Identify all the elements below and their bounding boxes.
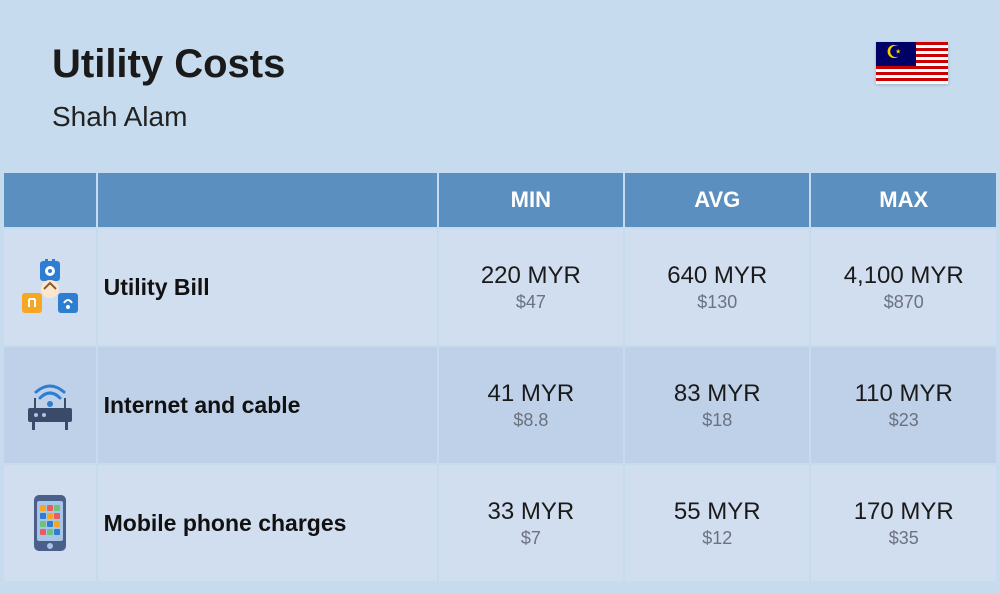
max-primary: 170 MYR	[811, 498, 996, 526]
costs-table: MIN AVG MAX	[0, 171, 1000, 583]
table-row: Utility Bill 220 MYR $47 640 MYR $130 4,…	[4, 229, 996, 345]
header: Utility Costs Shah Alam	[0, 0, 1000, 171]
header-label-col	[98, 173, 437, 227]
avg-secondary: $12	[625, 528, 809, 549]
internet-icon	[20, 378, 80, 432]
min-secondary: $47	[439, 292, 623, 313]
table-row: Internet and cable 41 MYR $8.8 83 MYR $1…	[4, 347, 996, 463]
min-primary: 41 MYR	[439, 380, 623, 408]
avg-primary: 83 MYR	[625, 380, 809, 408]
avg-secondary: $18	[625, 410, 809, 431]
utility-icon	[20, 259, 80, 315]
header-text: Utility Costs Shah Alam	[52, 42, 285, 133]
phone-icon	[30, 493, 70, 553]
row-icon-cell	[4, 465, 96, 581]
row-label: Internet and cable	[98, 347, 437, 463]
row-label: Mobile phone charges	[98, 465, 437, 581]
page-title: Utility Costs	[52, 42, 285, 87]
row-icon-cell	[4, 229, 96, 345]
row-icon-cell	[4, 347, 96, 463]
avg-secondary: $130	[625, 292, 809, 313]
cell-avg: 55 MYR $12	[625, 465, 809, 581]
max-secondary: $35	[811, 528, 996, 549]
header-max: MAX	[811, 173, 996, 227]
header-min: MIN	[439, 173, 623, 227]
cell-min: 41 MYR $8.8	[439, 347, 623, 463]
page-subtitle: Shah Alam	[52, 101, 285, 133]
avg-primary: 55 MYR	[625, 498, 809, 526]
cell-avg: 83 MYR $18	[625, 347, 809, 463]
header-avg: AVG	[625, 173, 809, 227]
avg-primary: 640 MYR	[625, 262, 809, 290]
cell-max: 170 MYR $35	[811, 465, 996, 581]
min-secondary: $8.8	[439, 410, 623, 431]
min-secondary: $7	[439, 528, 623, 549]
cell-max: 110 MYR $23	[811, 347, 996, 463]
min-primary: 33 MYR	[439, 498, 623, 526]
table-header-row: MIN AVG MAX	[4, 173, 996, 227]
cell-max: 4,100 MYR $870	[811, 229, 996, 345]
header-icon-col	[4, 173, 96, 227]
max-primary: 4,100 MYR	[811, 262, 996, 290]
cell-min: 33 MYR $7	[439, 465, 623, 581]
max-primary: 110 MYR	[811, 380, 996, 408]
max-secondary: $23	[811, 410, 996, 431]
malaysia-flag-icon	[876, 42, 948, 84]
row-label: Utility Bill	[98, 229, 437, 345]
cell-min: 220 MYR $47	[439, 229, 623, 345]
table-row: Mobile phone charges 33 MYR $7 55 MYR $1…	[4, 465, 996, 581]
min-primary: 220 MYR	[439, 262, 623, 290]
cell-avg: 640 MYR $130	[625, 229, 809, 345]
max-secondary: $870	[811, 292, 996, 313]
